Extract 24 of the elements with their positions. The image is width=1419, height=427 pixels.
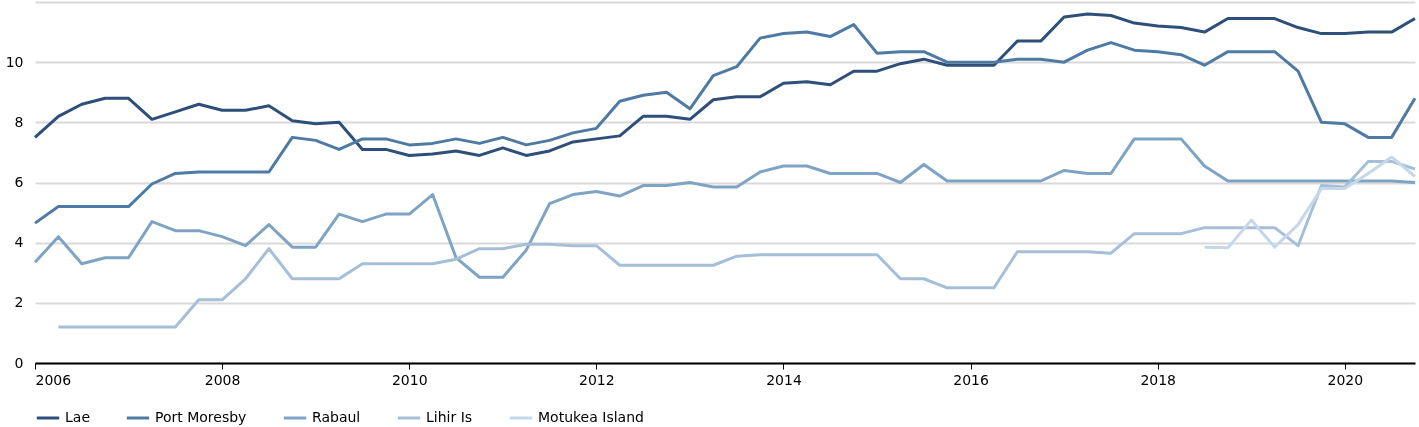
line-series: [33, 12, 1417, 157]
x-tick-label: 2020: [1327, 371, 1364, 388]
legend-label: Motukea Island: [538, 409, 644, 425]
y-tick-label: 4: [14, 234, 24, 251]
line-series: [56, 159, 1417, 329]
line-series: [33, 23, 1417, 225]
x-tick-label: 2018: [1140, 371, 1177, 388]
y-tick-label: 6: [14, 174, 24, 190]
y-tick-label: 8: [14, 113, 24, 130]
line-series: [1202, 155, 1417, 250]
y-tick-label: 2: [14, 294, 24, 311]
y-tick-label: 0: [14, 354, 24, 371]
y-tick-label: 10: [5, 53, 24, 70]
x-tick-label: 2010: [391, 371, 428, 388]
legend-label: Port Moresby: [155, 409, 247, 425]
x-tick-label: 2012: [579, 371, 615, 388]
legend-label: Rabaul: [312, 409, 361, 425]
line-series: [33, 137, 1417, 279]
legend-label: Lae: [65, 409, 90, 425]
legend-label: Lihir Is: [426, 409, 473, 425]
x-tick-label: 2016: [953, 371, 989, 388]
x-tick-label: 2008: [204, 371, 241, 388]
x-tick-label: 2014: [766, 371, 802, 388]
x-tick-label: 2006: [35, 371, 72, 388]
